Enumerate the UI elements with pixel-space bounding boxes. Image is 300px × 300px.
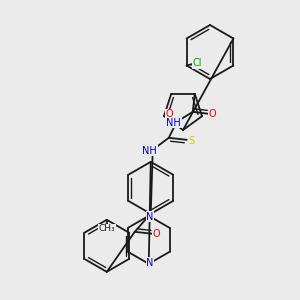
Text: O: O (165, 109, 173, 119)
Text: NH: NH (142, 146, 157, 156)
Text: O: O (153, 229, 160, 239)
Text: CH₃: CH₃ (98, 224, 115, 233)
Text: NH: NH (167, 118, 181, 128)
Text: N: N (146, 258, 153, 268)
Text: S: S (189, 136, 195, 146)
Text: Cl: Cl (193, 58, 202, 68)
Text: N: N (146, 212, 153, 222)
Text: O: O (209, 109, 217, 119)
